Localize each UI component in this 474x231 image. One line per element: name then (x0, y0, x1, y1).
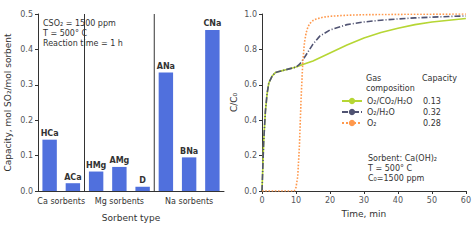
svg-text:0.2: 0.2 (244, 151, 257, 160)
svg-text:0.4: 0.4 (244, 116, 257, 125)
svg-text:Time, min: Time, min (341, 209, 387, 219)
svg-text:0.13: 0.13 (423, 97, 441, 106)
svg-text:O₂/H₂O: O₂/H₂O (367, 108, 395, 117)
svg-text:40: 40 (393, 196, 403, 205)
svg-text:BNa: BNa (180, 147, 198, 156)
svg-text:0.3: 0.3 (20, 80, 33, 89)
svg-text:0.4: 0.4 (20, 45, 33, 54)
svg-text:ANa: ANa (157, 62, 175, 71)
svg-text:T = 500° C: T = 500° C (367, 164, 412, 173)
svg-text:HCa: HCa (41, 129, 59, 138)
svg-text:60: 60 (461, 196, 471, 205)
svg-text:Sorbent type: Sorbent type (102, 213, 161, 223)
svg-text:10: 10 (291, 196, 301, 205)
svg-text:Capacity, mol SO₂/mol sorbent: Capacity, mol SO₂/mol sorbent (3, 33, 13, 172)
svg-text:30: 30 (359, 196, 369, 205)
svg-text:O₂: O₂ (367, 119, 377, 128)
svg-text:20: 20 (325, 196, 335, 205)
svg-text:AMg: AMg (109, 156, 129, 165)
svg-text:0.2: 0.2 (20, 116, 33, 125)
svg-text:Mg sorbents: Mg sorbents (95, 197, 144, 206)
svg-text:0.32: 0.32 (423, 108, 441, 117)
svg-text:0.1: 0.1 (20, 151, 33, 160)
svg-text:0.8: 0.8 (244, 45, 257, 54)
svg-text:CNa: CNa (203, 19, 221, 28)
svg-text:D: D (139, 176, 146, 185)
svg-text:Sorbent: Ca(OH)₂: Sorbent: Ca(OH)₂ (368, 154, 437, 163)
svg-text:0.6: 0.6 (244, 80, 257, 89)
svg-text:Capacity: Capacity (422, 74, 457, 83)
svg-text:C/C₀: C/C₀ (229, 93, 239, 113)
svg-text:T = 500° C: T = 500° C (42, 29, 87, 38)
svg-text:50: 50 (427, 196, 437, 205)
svg-text:O₂/CO₂/H₂O: O₂/CO₂/H₂O (367, 97, 413, 106)
svg-text:0.5: 0.5 (20, 10, 33, 19)
svg-text:Reaction time = 1 h: Reaction time = 1 h (43, 39, 123, 48)
svg-text:1.0: 1.0 (244, 10, 257, 19)
svg-text:ACa: ACa (64, 173, 81, 182)
svg-text:0: 0 (259, 196, 264, 205)
svg-text:Ca sorbents: Ca sorbents (37, 197, 85, 206)
svg-text:CSO₂ = 1500 ppm: CSO₂ = 1500 ppm (43, 19, 116, 28)
svg-text:0.28: 0.28 (423, 119, 441, 128)
svg-text:Na sorbents: Na sorbents (165, 197, 213, 206)
svg-text:0.0: 0.0 (244, 187, 257, 196)
svg-text:0.0: 0.0 (20, 187, 33, 196)
svg-text:composition: composition (366, 84, 415, 93)
svg-text:Gas: Gas (366, 74, 381, 83)
svg-text:HMg: HMg (86, 161, 107, 170)
svg-text:C₀=1500 ppm: C₀=1500 ppm (368, 174, 425, 183)
